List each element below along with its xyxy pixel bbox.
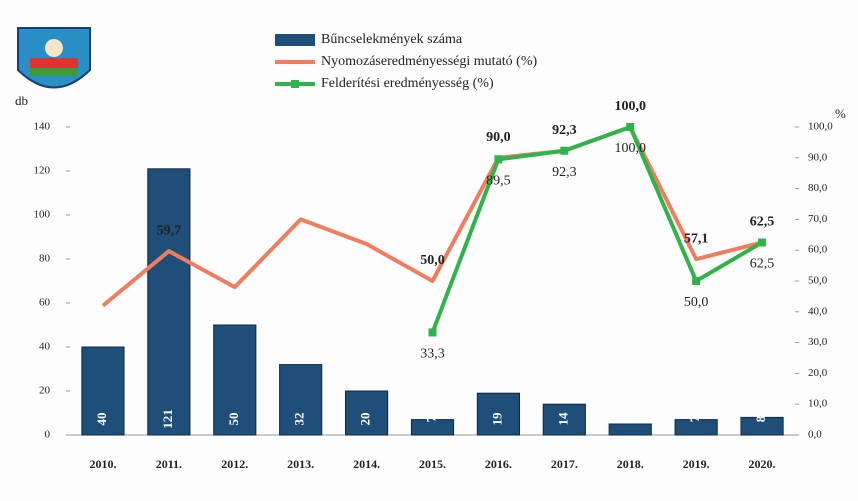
legend-label: Bűncselekmények száma [321, 32, 463, 47]
x-tick-label: 2018. [617, 457, 644, 471]
legend-swatch [291, 80, 299, 88]
bar [542, 403, 586, 436]
x-tick-label: 2019. [683, 457, 710, 471]
bar-label: 7 [687, 415, 702, 422]
y2-tick-label: 50,0 [808, 275, 828, 287]
y2-tick-label: 40,0 [808, 305, 828, 317]
data-label: 92,3 [552, 165, 577, 180]
y2-tick-label: 30,0 [808, 336, 828, 348]
y2-tick-label: 0,0 [808, 429, 822, 441]
data-label: 50,0 [684, 295, 709, 310]
marker [428, 328, 437, 337]
y-tick-label: 100 [34, 209, 51, 221]
bar-label: 7 [423, 415, 438, 422]
bar [476, 392, 520, 436]
y2-tick-label: 60,0 [808, 244, 828, 256]
data-label: 92,3 [552, 123, 577, 138]
bar-label: 19 [489, 412, 504, 426]
bar [410, 419, 455, 436]
legend-label: Nyomozáseredményességi mutató (%) [321, 54, 537, 69]
x-tick-label: 2013. [287, 457, 314, 471]
bar-label: 20 [358, 413, 373, 426]
bar [213, 324, 257, 436]
bar-label: 5 [621, 415, 636, 422]
data-label: 57,1 [684, 231, 709, 246]
marker [758, 238, 767, 247]
data-label: 62,5 [750, 215, 775, 230]
x-tick-label: 2015. [419, 457, 446, 471]
data-label: 62,5 [750, 257, 775, 272]
x-tick-label: 2014. [353, 457, 380, 471]
x-tick-label: 2010. [89, 457, 116, 471]
y-tick-label: 60 [39, 297, 51, 309]
x-tick-label: 2016. [485, 457, 512, 471]
data-label: 59,7 [157, 223, 182, 238]
x-tick-label: 2012. [221, 457, 248, 471]
bar [279, 364, 323, 436]
bar [345, 390, 389, 436]
bar-label: 14 [555, 412, 570, 426]
logo [17, 27, 91, 89]
y-tick-label: 80 [39, 253, 51, 265]
bar [740, 416, 784, 436]
y-tick-label: 40 [39, 341, 51, 353]
bar-label: 121 [160, 409, 175, 429]
y2-tick-label: 10,0 [808, 398, 828, 410]
y2-tick-label: 70,0 [808, 213, 828, 225]
bar-label: 50 [226, 413, 241, 426]
data-label: 50,0 [420, 253, 445, 268]
y-tick-label: 120 [34, 165, 51, 177]
bar [608, 423, 652, 436]
y-tick-label: 140 [34, 121, 51, 133]
x-tick-label: 2020. [749, 457, 776, 471]
marker [560, 146, 569, 155]
y-tick-label: 0 [45, 429, 51, 441]
data-label: 33,3 [420, 347, 445, 362]
line [430, 125, 764, 334]
bar-label: 8 [753, 415, 768, 422]
bar [81, 346, 125, 436]
x-tick-label: 2017. [551, 457, 578, 471]
legend-label: Felderítési eredményesség (%) [321, 76, 494, 91]
y2-tick-label: 80,0 [808, 182, 828, 194]
data-label: 89,5 [486, 174, 511, 189]
legend-swatch [275, 34, 315, 46]
bar [147, 168, 191, 436]
y-axis-label: db [15, 93, 28, 108]
y2-axis-label: % [835, 106, 846, 121]
bar [674, 419, 718, 436]
marker [494, 155, 503, 164]
x-tick-label: 2011. [156, 457, 182, 471]
y-tick-label: 20 [39, 385, 51, 397]
data-label: 100,0 [614, 99, 646, 114]
marker [626, 123, 635, 131]
data-label: 100,0 [614, 141, 646, 156]
y2-tick-label: 90,0 [808, 151, 828, 163]
y2-tick-label: 100,0 [808, 121, 833, 133]
data-label: 90,0 [486, 130, 511, 145]
bar-label: 40 [94, 413, 109, 426]
line [101, 125, 763, 308]
y2-tick-label: 20,0 [808, 367, 828, 379]
bar-label: 32 [292, 413, 307, 426]
marker [692, 277, 701, 285]
